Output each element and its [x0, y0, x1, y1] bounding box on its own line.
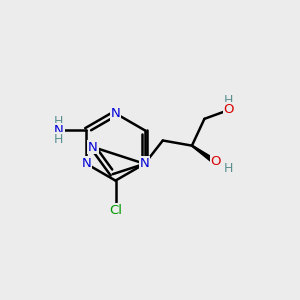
Text: N: N: [54, 124, 64, 137]
Text: H: H: [224, 94, 233, 107]
Text: O: O: [224, 103, 234, 116]
Text: N: N: [82, 157, 91, 170]
Text: H: H: [54, 133, 64, 146]
Text: H: H: [54, 115, 64, 128]
Polygon shape: [192, 145, 216, 164]
Text: N: N: [111, 107, 120, 120]
Text: N: N: [140, 157, 149, 170]
Text: H: H: [223, 161, 233, 175]
Text: N: N: [88, 140, 98, 154]
Text: O: O: [211, 155, 221, 168]
Text: Cl: Cl: [109, 204, 122, 217]
